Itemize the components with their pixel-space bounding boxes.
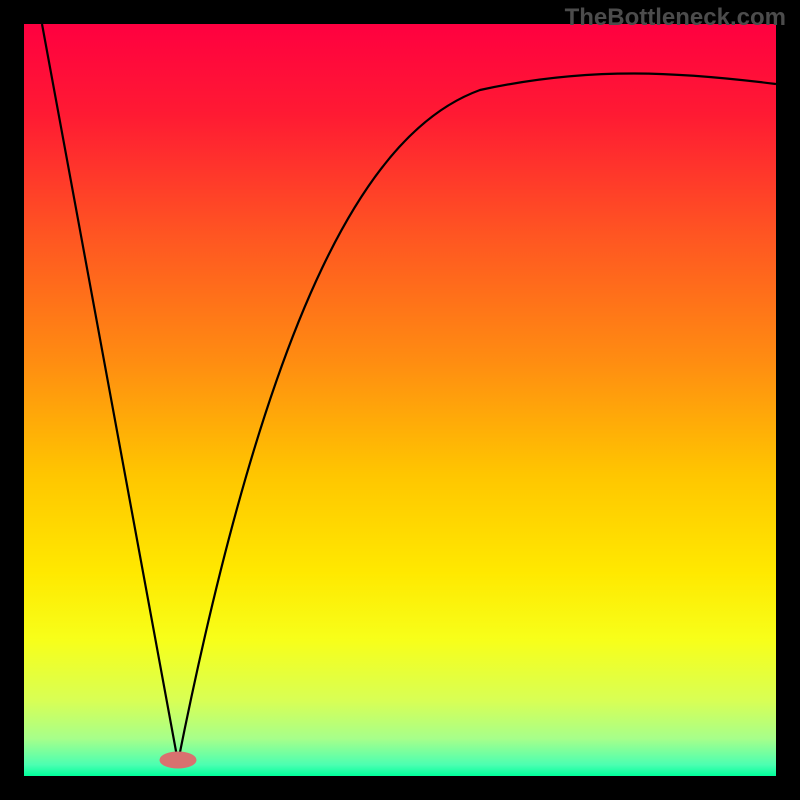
watermark-text: TheBottleneck.com <box>565 4 786 32</box>
curve-layer <box>0 0 800 800</box>
plot-area <box>24 24 776 776</box>
minimum-marker <box>160 752 196 768</box>
chart-container: TheBottleneck.com <box>0 0 800 800</box>
bottleneck-curve <box>42 24 776 762</box>
